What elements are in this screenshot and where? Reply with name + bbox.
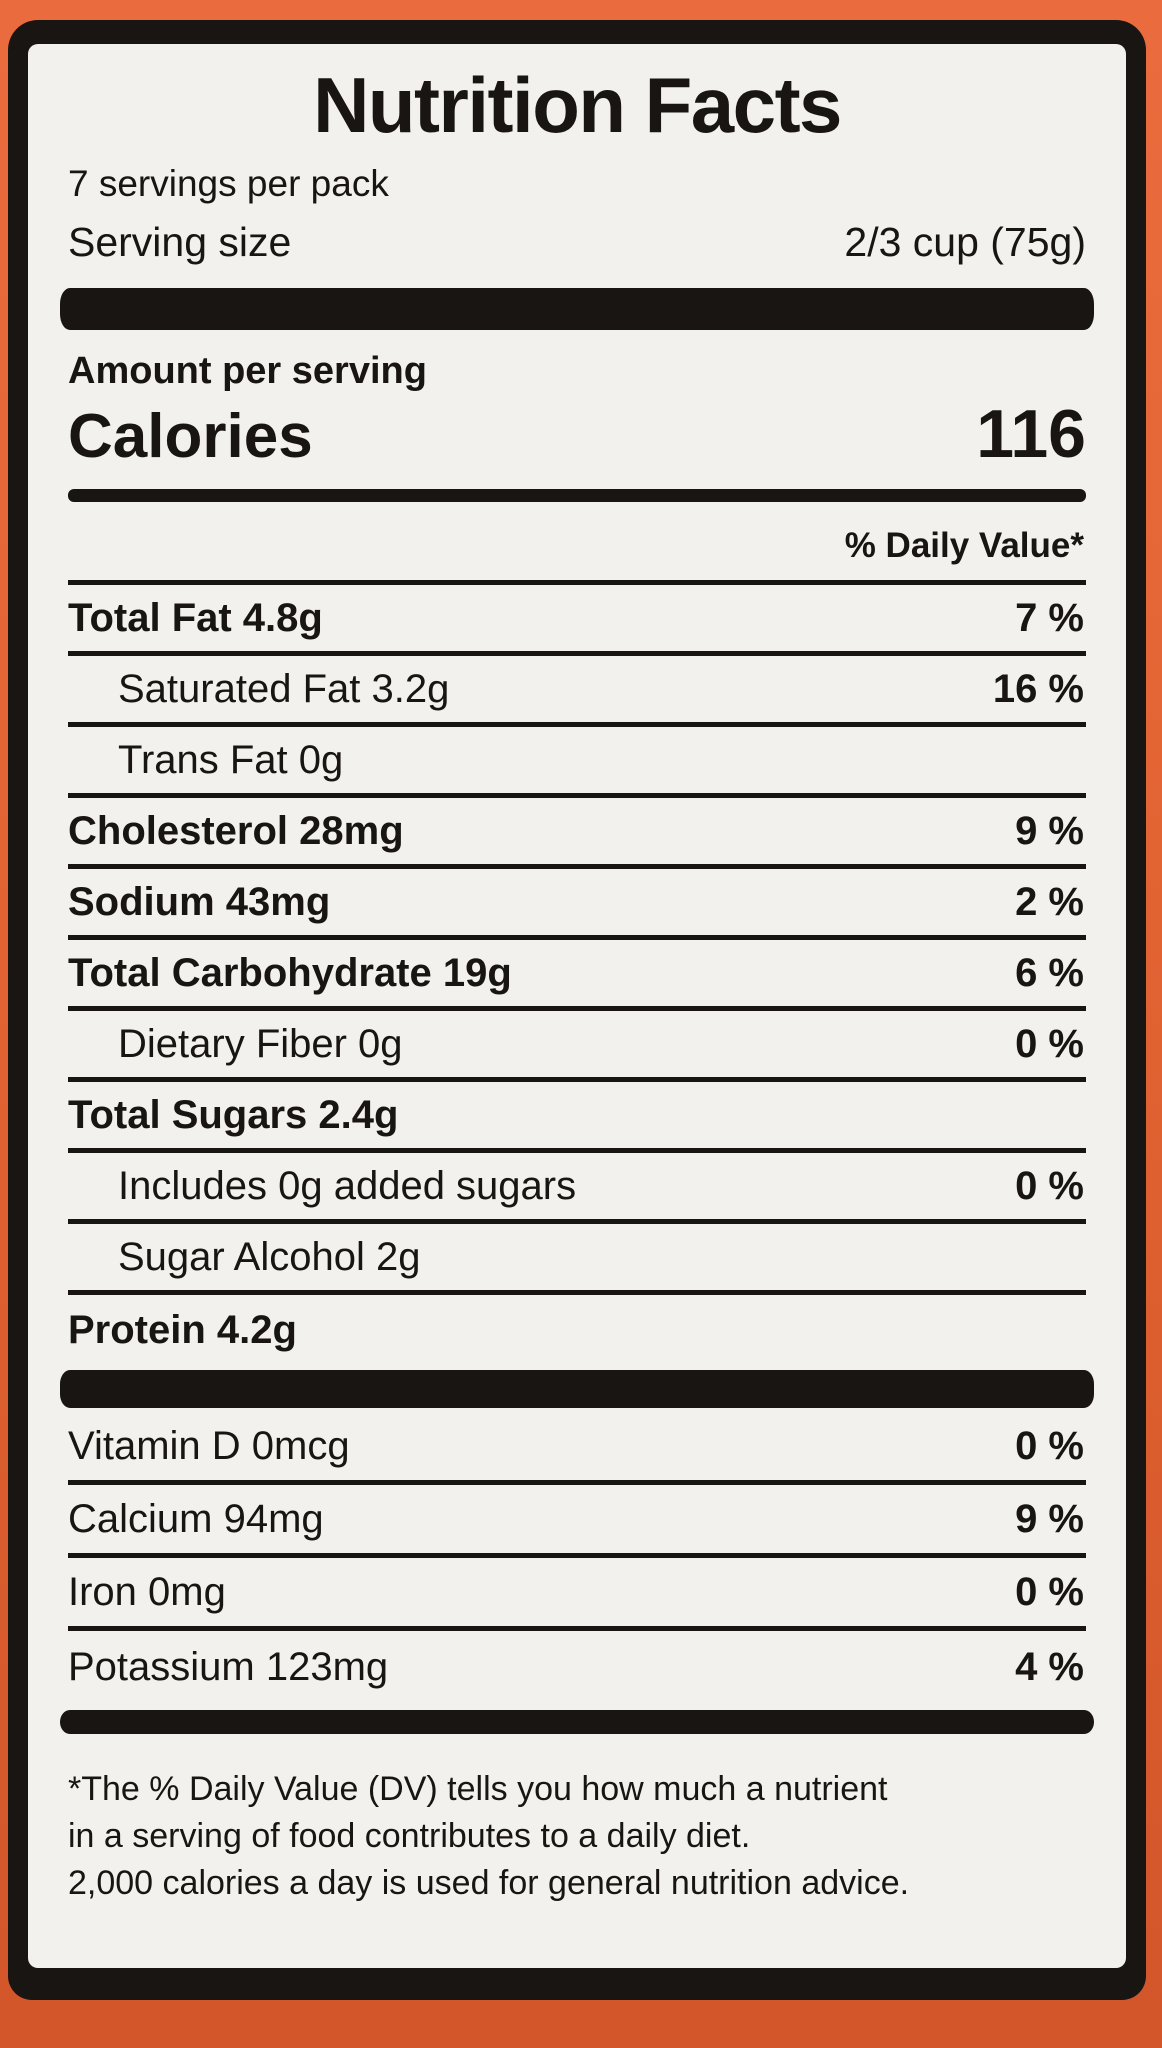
nutrient-name: Sugar Alcohol 2g bbox=[118, 1234, 421, 1279]
micronutrient-percent: 4 % bbox=[1015, 1645, 1084, 1689]
footnote-line: 2,000 calories a day is used for general… bbox=[68, 1863, 910, 1902]
micronutrient-percent: 0 % bbox=[1015, 1569, 1084, 1614]
micronutrient-percent: 9 % bbox=[1015, 1496, 1084, 1541]
micronutrient-name: Calcium 94mg bbox=[68, 1496, 324, 1541]
nutrient-row: Sodium 43mg 2 % bbox=[68, 869, 1086, 940]
nutrient-name: Dietary Fiber 0g bbox=[118, 1021, 403, 1066]
thick-divider-top bbox=[60, 288, 1094, 330]
nutrient-name: Protein 4.2g bbox=[68, 1308, 297, 1352]
nutrient-row: Saturated Fat 3.2g 16 % bbox=[68, 656, 1086, 727]
nutrient-row: Dietary Fiber 0g 0 % bbox=[68, 1011, 1086, 1082]
nutrient-row: Trans Fat 0g bbox=[68, 727, 1086, 798]
nutrient-name: Includes 0g added sugars bbox=[118, 1163, 577, 1208]
nutrient-row: Includes 0g added sugars 0 % bbox=[68, 1153, 1086, 1224]
micronutrient-row: Vitamin D 0mcg 0 % bbox=[68, 1412, 1086, 1485]
nutrient-name: Total Fat 4.8g bbox=[68, 595, 323, 640]
serving-size-label: Serving size bbox=[68, 219, 292, 265]
nutrient-percent: 0 % bbox=[1015, 1021, 1084, 1066]
nutrient-name: Saturated Fat 3.2g bbox=[118, 666, 450, 711]
nutrient-percent: 2 % bbox=[1015, 879, 1084, 924]
label-title: Nutrition Facts bbox=[313, 61, 842, 149]
calories-row: Calories 116 bbox=[68, 395, 1086, 473]
footnote-line: *The % Daily Value (DV) tells you how mu… bbox=[68, 1770, 888, 1808]
nutrition-facts-label: Nutrition Facts 7 servings per pack Serv… bbox=[8, 20, 1146, 2000]
nutrient-row: Total Fat 4.8g 7 % bbox=[68, 585, 1086, 656]
nutrient-percent: 0 % bbox=[1015, 1163, 1084, 1208]
nutrient-row: Cholesterol 28mg 9 % bbox=[68, 798, 1086, 869]
nutrient-percent: 7 % bbox=[1015, 595, 1084, 640]
nutrient-rows: Total Fat 4.8g 7 % Saturated Fat 3.2g 16… bbox=[68, 585, 1086, 1366]
micronutrient-row: Iron 0mg 0 % bbox=[68, 1558, 1086, 1631]
calories-label: Calories bbox=[68, 402, 313, 471]
micronutrient-rows: Vitamin D 0mcg 0 % Calcium 94mg 9 % Iron… bbox=[68, 1412, 1086, 1704]
amount-per-serving-label: Amount per serving bbox=[68, 350, 427, 392]
micronutrient-name: Potassium 123mg bbox=[68, 1645, 389, 1689]
nutrient-percent: 6 % bbox=[1015, 950, 1084, 995]
nutrient-name: Trans Fat 0g bbox=[118, 737, 344, 782]
divider-footnote bbox=[60, 1710, 1094, 1734]
footnote: *The % Daily Value (DV) tells you how mu… bbox=[68, 1766, 1086, 1907]
nutrient-name: Total Sugars 2.4g bbox=[68, 1092, 399, 1137]
nutrient-row: Protein 4.2g bbox=[68, 1295, 1086, 1366]
nutrient-name: Total Carbohydrate 19g bbox=[68, 950, 512, 995]
nutrient-percent: 9 % bbox=[1015, 808, 1084, 853]
serving-size-row: Serving size 2/3 cup (75g) bbox=[68, 219, 1086, 266]
nutrient-name: Sodium 43mg bbox=[68, 879, 331, 924]
micronutrient-row: Potassium 123mg 4 % bbox=[68, 1631, 1086, 1704]
micronutrient-name: Iron 0mg bbox=[68, 1569, 226, 1614]
calories-value: 116 bbox=[976, 396, 1086, 472]
nutrient-name: Cholesterol 28mg bbox=[68, 808, 404, 853]
servings-per-pack: 7 servings per pack bbox=[68, 163, 389, 204]
thick-divider-protein bbox=[60, 1370, 1094, 1408]
serving-size-value: 2/3 cup (75g) bbox=[844, 219, 1086, 265]
label-panel: Nutrition Facts 7 servings per pack Serv… bbox=[28, 44, 1126, 1968]
nutrient-percent: 16 % bbox=[992, 666, 1084, 711]
micronutrient-row: Calcium 94mg 9 % bbox=[68, 1485, 1086, 1558]
micronutrient-percent: 0 % bbox=[1015, 1423, 1084, 1468]
footnote-line: in a serving of food contributes to a da… bbox=[68, 1816, 751, 1855]
nutrient-row: Sugar Alcohol 2g bbox=[68, 1224, 1086, 1295]
daily-value-header: % Daily Value* bbox=[68, 510, 1086, 585]
medium-divider-calories bbox=[68, 489, 1086, 502]
nutrient-row: Total Carbohydrate 19g 6 % bbox=[68, 940, 1086, 1011]
micronutrient-name: Vitamin D 0mcg bbox=[68, 1423, 350, 1468]
nutrient-row: Total Sugars 2.4g bbox=[68, 1082, 1086, 1153]
